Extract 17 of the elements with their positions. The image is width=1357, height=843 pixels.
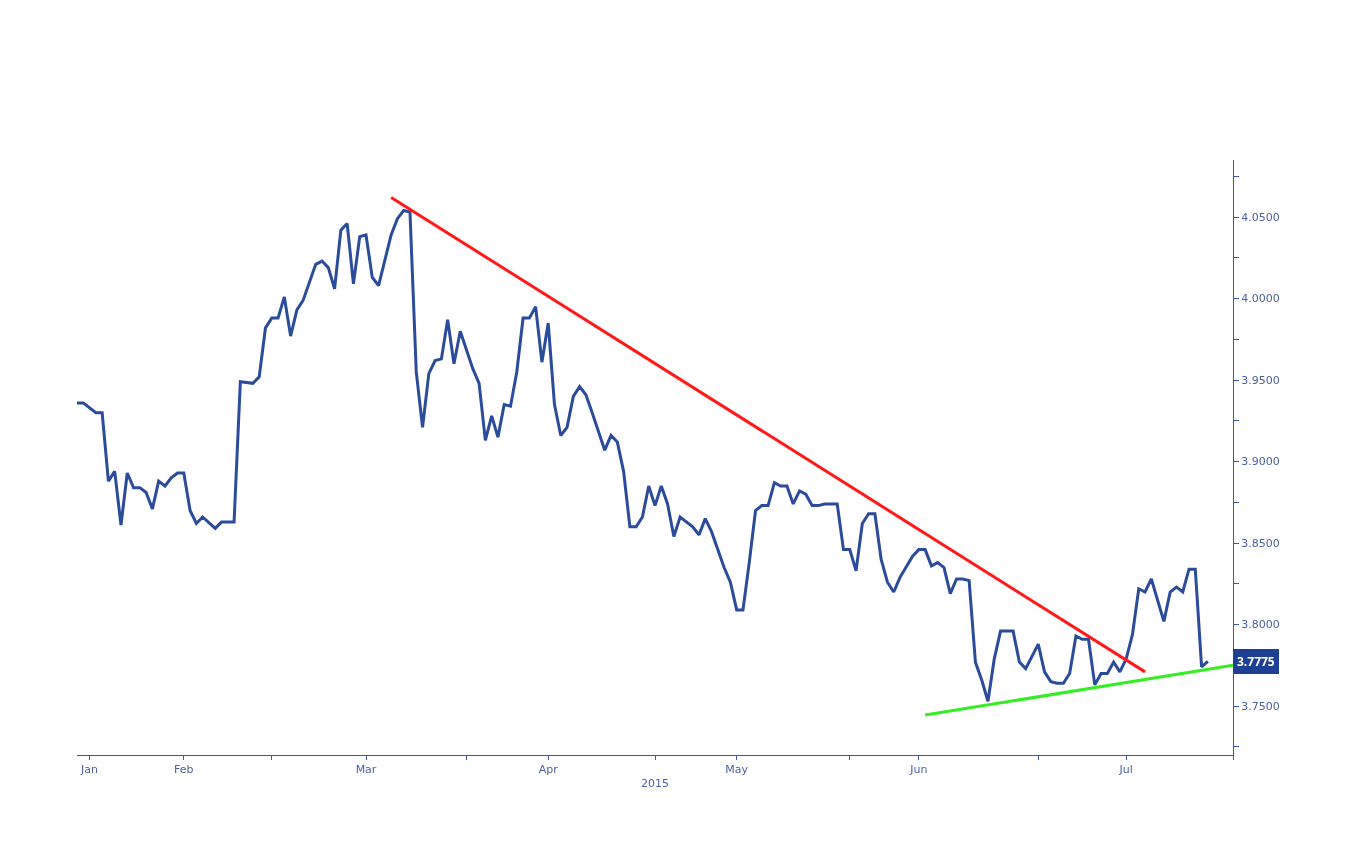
x-axis-title: 2015: [641, 777, 669, 791]
y-tick-label: 4.0000: [1241, 292, 1280, 306]
y-tick-label: 3.8000: [1241, 618, 1280, 632]
y-tick-label: 4.0500: [1241, 210, 1280, 224]
line-series: [77, 209, 1210, 703]
x-tick-label: Mar: [355, 763, 377, 777]
x-tick-label: Jun: [909, 763, 928, 777]
y-tick-label: 3.7500: [1241, 699, 1280, 713]
y-tick-label: 3.9500: [1241, 373, 1280, 387]
x-tick-label: May: [725, 763, 749, 777]
x-tick-label: Jan: [80, 763, 99, 777]
y-tick-label: 3.9000: [1241, 455, 1280, 469]
text: 3.7775: [1237, 653, 1275, 670]
x-tick-label: Jul: [1118, 763, 1133, 777]
y-tick-label: 3.8500: [1241, 536, 1280, 550]
x-tick-label: Apr: [538, 763, 559, 777]
x-tick-label: Feb: [174, 763, 194, 777]
